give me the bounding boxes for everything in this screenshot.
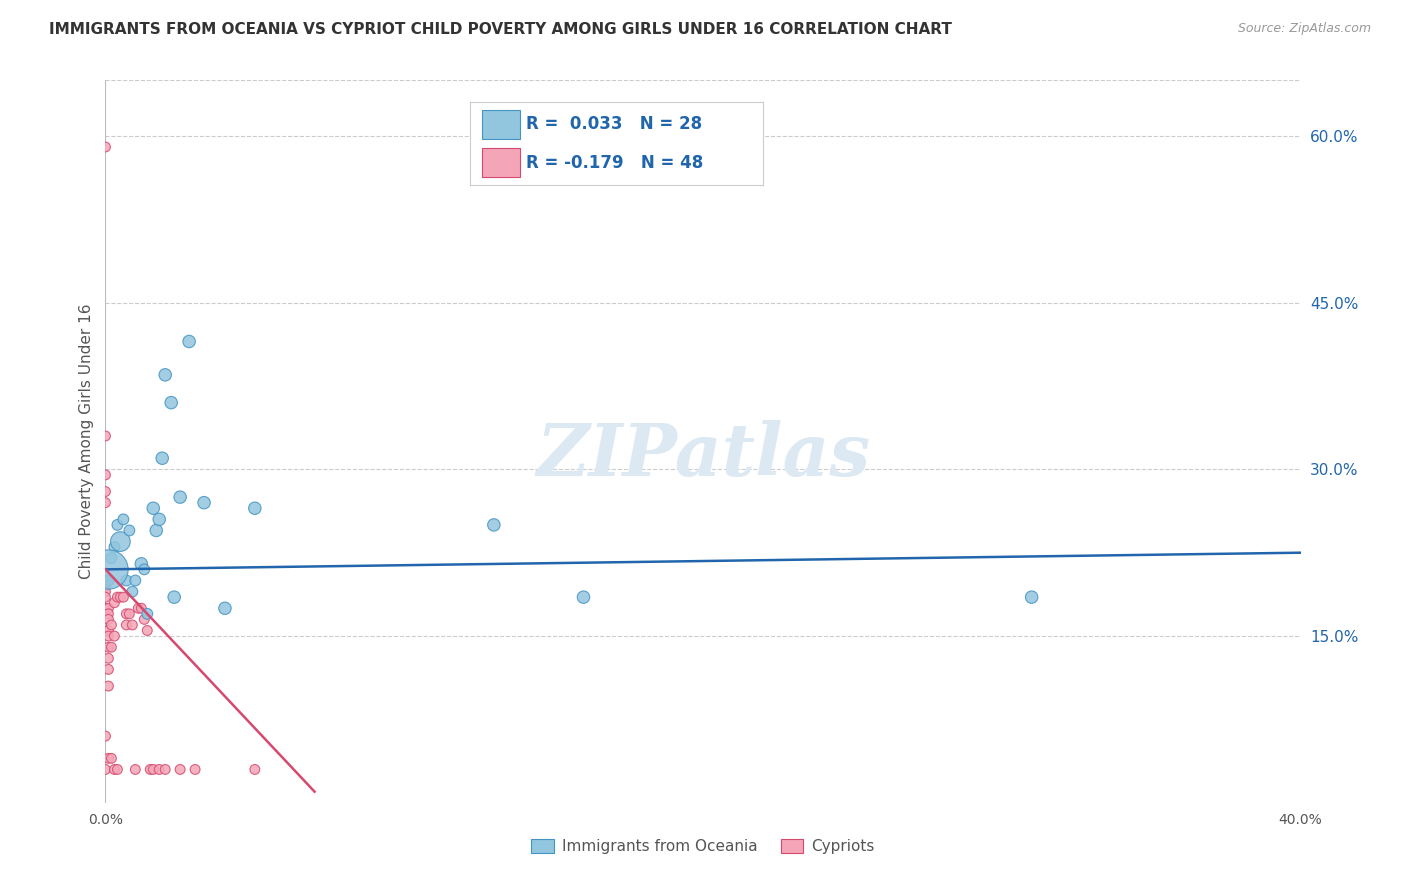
Point: [94, 140, 117, 154]
Point: [148, 512, 170, 526]
Point: [193, 496, 215, 510]
Point: [94, 601, 117, 615]
Point: [107, 590, 129, 604]
Point: [136, 624, 159, 638]
Point: [97, 601, 120, 615]
Point: [94, 496, 117, 510]
Point: [112, 512, 135, 526]
Point: [97, 612, 120, 626]
Point: [103, 763, 125, 777]
Point: [127, 601, 149, 615]
Text: Source: ZipAtlas.com: Source: ZipAtlas.com: [1237, 22, 1371, 36]
Point: [112, 590, 135, 604]
Point: [94, 574, 117, 588]
Point: [97, 624, 120, 638]
Point: [124, 574, 146, 588]
Point: [97, 640, 120, 655]
Point: [142, 763, 165, 777]
Point: [94, 467, 117, 482]
Point: [169, 490, 191, 504]
Point: [155, 368, 177, 382]
Point: [129, 557, 153, 571]
Point: [100, 618, 122, 632]
Point: [94, 579, 117, 593]
Point: [115, 607, 138, 621]
Point: [1021, 590, 1043, 604]
Point: [136, 607, 159, 621]
Point: [482, 517, 505, 532]
Point: [243, 501, 266, 516]
Point: [115, 618, 138, 632]
Point: [134, 612, 156, 626]
Point: [177, 334, 201, 349]
Point: [94, 763, 117, 777]
Point: [94, 590, 117, 604]
Point: [118, 524, 141, 538]
Point: [103, 540, 125, 554]
Point: [94, 729, 117, 743]
Point: [94, 484, 117, 499]
Point: [139, 763, 162, 777]
Point: [155, 763, 177, 777]
Point: [115, 574, 138, 588]
Point: [110, 590, 132, 604]
Point: [97, 651, 120, 665]
Point: [110, 534, 132, 549]
Point: [150, 451, 173, 466]
Point: [214, 601, 236, 615]
Point: [103, 596, 125, 610]
Point: [94, 584, 117, 599]
Point: [121, 584, 143, 599]
Point: [129, 601, 153, 615]
Point: [163, 590, 186, 604]
Point: [121, 618, 143, 632]
Point: [97, 751, 120, 765]
Point: [97, 662, 120, 676]
Point: [243, 763, 266, 777]
Point: [97, 607, 120, 621]
Point: [184, 763, 207, 777]
Point: [100, 551, 122, 566]
Point: [160, 395, 183, 409]
Point: [118, 607, 141, 621]
Point: [100, 640, 122, 655]
Point: [169, 763, 191, 777]
Point: [97, 574, 120, 588]
Point: [572, 590, 595, 604]
Y-axis label: Child Poverty Among Girls Under 16: Child Poverty Among Girls Under 16: [79, 304, 94, 579]
Point: [97, 629, 120, 643]
Point: [124, 763, 146, 777]
Point: [97, 562, 120, 576]
Point: [134, 562, 156, 576]
Text: IMMIGRANTS FROM OCEANIA VS CYPRIOT CHILD POVERTY AMONG GIRLS UNDER 16 CORRELATIO: IMMIGRANTS FROM OCEANIA VS CYPRIOT CHILD…: [49, 22, 952, 37]
Point: [97, 679, 120, 693]
Legend: Immigrants from Oceania, Cypriots: Immigrants from Oceania, Cypriots: [526, 833, 880, 860]
Point: [148, 763, 170, 777]
Text: ZIPatlas: ZIPatlas: [536, 420, 870, 491]
Point: [145, 524, 167, 538]
Point: [107, 763, 129, 777]
Point: [142, 501, 165, 516]
Point: [103, 629, 125, 643]
Point: [94, 429, 117, 443]
Point: [100, 751, 122, 765]
Point: [107, 517, 129, 532]
